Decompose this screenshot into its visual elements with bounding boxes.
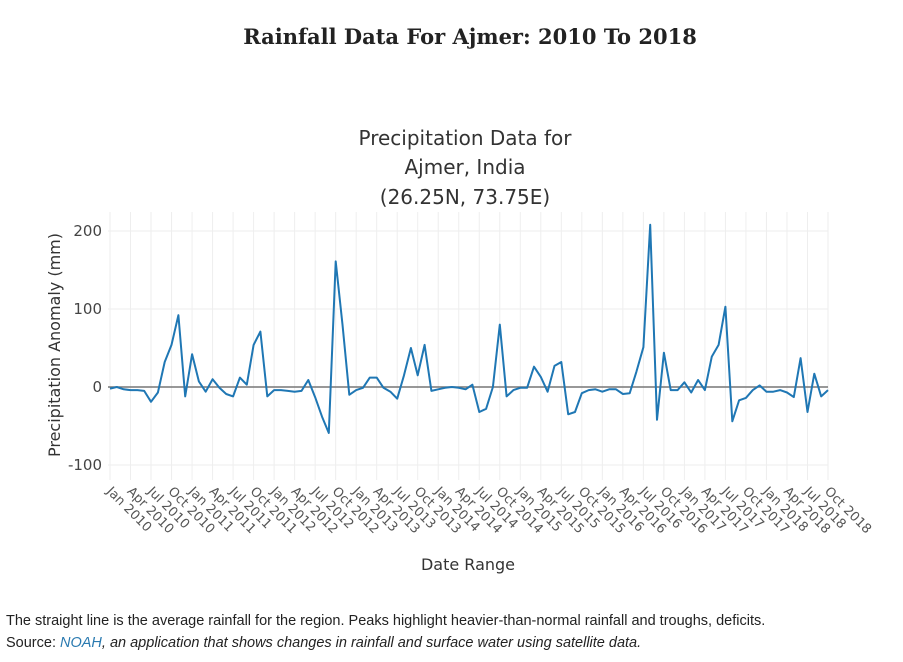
noah-link[interactable]: NOAH xyxy=(60,635,102,651)
page-title: Rainfall Data For Ajmer: 2010 To 2018 xyxy=(243,24,697,49)
y-tick-label: 0 xyxy=(92,378,102,396)
chart-title-line-2: Ajmer, India xyxy=(404,155,525,179)
grid xyxy=(108,212,829,480)
source-description: , an application that shows changes in r… xyxy=(101,635,642,651)
caption: The straight line is the average rainfal… xyxy=(6,610,901,654)
chart-title-line-1: Precipitation Data for xyxy=(359,126,573,150)
x-axis-label: Date Range xyxy=(421,555,515,574)
series xyxy=(109,223,829,434)
caption-source: Source: NOAH, an application that shows … xyxy=(6,632,901,654)
y-tick-label: 200 xyxy=(73,222,102,240)
precipitation-line xyxy=(109,223,829,434)
source-label: Source: xyxy=(6,635,60,651)
y-axis-label: Precipitation Anomaly (mm) xyxy=(45,233,64,457)
caption-description: The straight line is the average rainfal… xyxy=(6,613,766,629)
chart-title-line-3: (26.25N, 73.75E) xyxy=(380,185,550,209)
y-tick-label: 100 xyxy=(73,300,102,318)
y-tick-label: -100 xyxy=(68,456,102,474)
